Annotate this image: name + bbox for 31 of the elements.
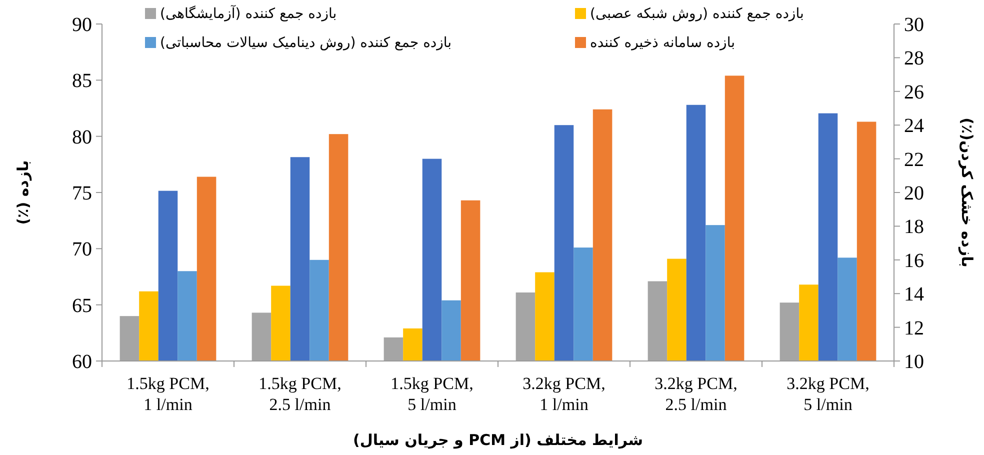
y-tick-label: 60 (72, 351, 92, 373)
x-tick-label: 3.2kg PCM, 2.5 l/min (654, 374, 738, 414)
y2-tick-label: 24 (904, 115, 924, 138)
x-tick-label: 1.5kg PCM, 5 l/min (390, 374, 474, 414)
y2-tick-label: 18 (904, 216, 924, 238)
x-tick-label: 3.2kg PCM, 1 l/min (522, 374, 606, 414)
y-tick-label: 65 (72, 294, 92, 317)
y-tick-label: 80 (72, 126, 92, 148)
y2-tick-label: 30 (904, 14, 924, 36)
y2-tick-label: 20 (904, 182, 924, 204)
legend-label: بازده جمع کننده (روش دینامیک سیالات محاسباتی) (160, 35, 452, 51)
y2-axis-title: بازده خشک کردن(٪) (958, 118, 976, 268)
y2-tick-label: 10 (904, 351, 924, 373)
y2-tick-label: 26 (904, 81, 924, 104)
y-tick-label: 90 (72, 14, 92, 36)
x-tick-label: 1.5kg PCM, 1 l/min (126, 374, 210, 414)
legend-label: بازده جمع کننده (آزمایشگاهی) (160, 4, 337, 22)
x-tick-label: 1.5kg PCM, 2.5 l/min (258, 374, 342, 414)
y2-tick-label: 22 (904, 148, 924, 171)
y2-tick-label: 28 (904, 48, 924, 70)
y2-tick-label: 16 (904, 250, 924, 272)
y2-tick-label: 12 (904, 317, 924, 340)
legend-label: بازده جمع کننده (روش شبکه عصبی) (590, 6, 804, 22)
x-axis-title: شرایط مختلف (از PCM و جریان سیال) (353, 431, 643, 449)
y-tick-label: 70 (72, 238, 92, 261)
legend-label: بازده سامانه ذخیره کننده (590, 35, 735, 51)
y-tick-label: 75 (72, 182, 92, 204)
y2-tick-label: 14 (904, 284, 924, 306)
y-axis-title: بازده (٪) (14, 160, 32, 225)
y-tick-label: 85 (72, 70, 92, 92)
x-tick-label: 3.2kg PCM, 5 l/min (786, 374, 870, 414)
